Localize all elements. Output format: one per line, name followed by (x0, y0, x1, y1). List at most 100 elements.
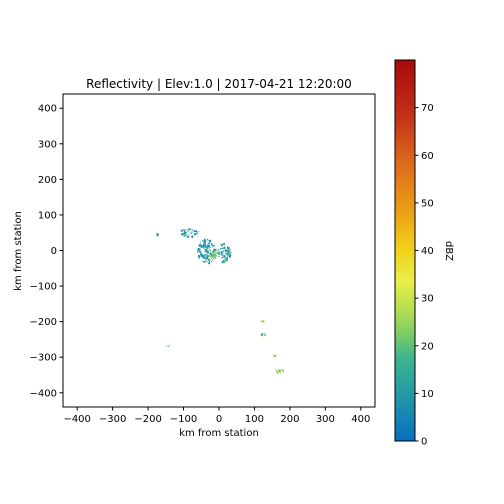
x-axis-label: km from station (179, 428, 259, 439)
echo-pixel (225, 251, 227, 253)
echo-pixel (196, 231, 198, 233)
echo-pixel (198, 244, 200, 246)
echo-pixel (224, 257, 226, 259)
echo-pixel (199, 241, 201, 243)
echo-pixel (184, 231, 187, 233)
echo-pixel (213, 245, 214, 247)
echo-pixel (193, 230, 195, 232)
echo-pixel (211, 253, 213, 255)
echo-pixel (223, 250, 225, 252)
echo-pixel (282, 371, 284, 373)
echo-pixel (209, 239, 211, 241)
echo-pixel (222, 257, 224, 259)
echo-pixel (228, 255, 231, 258)
echo-pixel (199, 246, 201, 247)
echo-pixel (274, 354, 277, 357)
y-tick-label: −400 (30, 388, 57, 399)
colorbar-tick-label: 10 (421, 389, 434, 400)
echo-pixel (194, 233, 197, 236)
echo-pixel (211, 251, 213, 253)
echo-pixel (209, 260, 211, 262)
echo-pixel (208, 250, 210, 252)
echo-pixel (200, 254, 203, 257)
echo-pixel (202, 240, 203, 241)
echo-pixel (183, 233, 185, 234)
echo-pixel (203, 254, 206, 257)
echo-pixel (275, 368, 277, 370)
echo-pixel (224, 257, 226, 259)
echo-pixel (209, 245, 211, 247)
echo-pixel (213, 249, 216, 252)
echo-pixel (221, 247, 223, 249)
echo-pixel (203, 247, 205, 249)
echo-pixel (219, 248, 221, 250)
echo-pixel (211, 257, 213, 259)
colorbar-ticks: 0 10 20 30 40 50 60 70 (415, 103, 434, 448)
echo-pixel (200, 252, 202, 254)
echo-pixel (277, 370, 280, 373)
echo-pixel (208, 243, 210, 245)
echo-pixel (207, 256, 209, 258)
x-tick-label: 400 (351, 414, 370, 425)
echo-pixel (204, 238, 206, 240)
x-tick-label: 300 (316, 414, 335, 425)
echo-pixel (209, 253, 212, 256)
chart-title: Reflectivity | Elev:1.0 | 2017-04-21 12:… (86, 77, 352, 91)
echo-pixel (224, 252, 226, 254)
echo-pixel (201, 256, 203, 258)
echo-pixel (183, 229, 184, 231)
echo-pixel (201, 245, 204, 248)
echo-pixel (203, 240, 206, 243)
echo-pixel (220, 244, 222, 245)
echo-pixel (202, 256, 205, 259)
echo-pixel (183, 234, 186, 237)
echo-pixel (166, 345, 168, 347)
echo-pixel (211, 260, 212, 262)
x-tick-label: 0 (216, 414, 222, 425)
echo-pixel (212, 252, 214, 254)
echo-pixel (221, 243, 223, 245)
echo-pixel (213, 257, 216, 260)
echo-pixel (220, 250, 222, 252)
echo-pixel (194, 230, 197, 233)
echo-pixel (188, 228, 191, 231)
echo-pixel (223, 261, 226, 263)
echo-pixel (222, 255, 224, 257)
echo-pixel (207, 238, 208, 240)
echo-pixel (194, 229, 195, 231)
echo-pixel (203, 243, 206, 246)
echo-pixel (222, 247, 224, 249)
echo-pixel (223, 253, 225, 255)
y-tick-label: 0 (51, 246, 57, 257)
echo-pixel (225, 257, 228, 260)
echo-pixel (211, 259, 213, 261)
colorbar-tick-label: 30 (421, 294, 434, 305)
echo-pixel (276, 370, 279, 373)
echo-pixel (215, 254, 217, 256)
echo-pixel (279, 369, 281, 371)
echo-pixel (190, 232, 192, 234)
echo-pixel (210, 255, 211, 257)
echo-pixel (199, 248, 201, 250)
echo-pixel (227, 250, 230, 253)
echo-pixel (206, 255, 209, 257)
echo-pixel (191, 231, 193, 233)
echo-central-cluster-core (208, 250, 218, 260)
echo-pixel (209, 253, 211, 255)
colorbar-tick-label: 0 (421, 437, 427, 448)
y-tick-label: 300 (38, 139, 57, 150)
echo-pixel (206, 248, 208, 250)
echo-pixel (209, 252, 211, 254)
echo-pixel (182, 234, 184, 236)
echo-pixel (278, 371, 280, 373)
echo-pixel (208, 252, 210, 253)
echo-pixel (180, 229, 183, 232)
echo-pixel (212, 245, 214, 247)
y-tick-label: 200 (38, 175, 57, 186)
echo-pixel (198, 250, 201, 253)
echo-pixel (226, 254, 229, 256)
colorbar-tick-label: 60 (421, 151, 434, 162)
echo-pixel (198, 231, 200, 233)
echo-pixel (205, 249, 208, 252)
echo-pixel (204, 258, 206, 260)
